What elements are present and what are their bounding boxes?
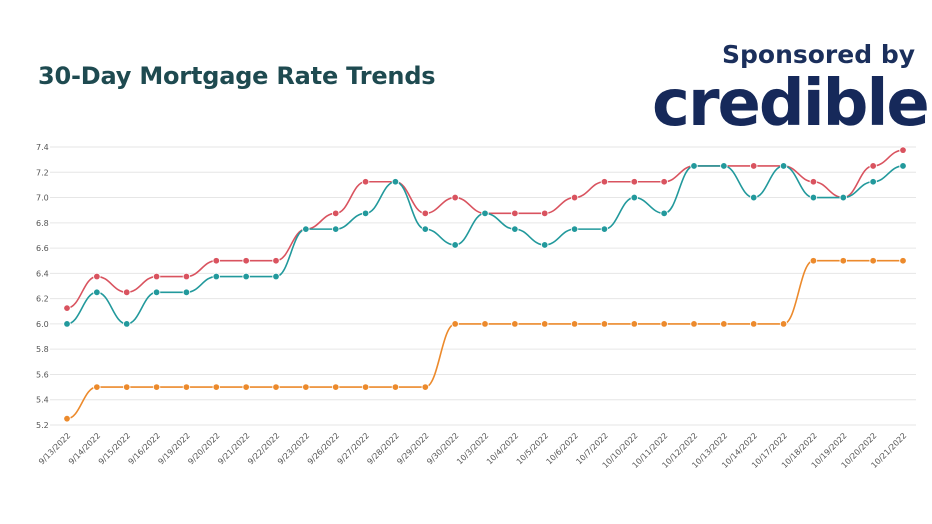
data-point <box>451 241 459 249</box>
data-point <box>332 383 340 391</box>
data-point <box>451 320 459 328</box>
data-point <box>302 225 310 233</box>
data-point <box>152 383 161 391</box>
y-tick-label: 6.0 <box>36 320 49 329</box>
data-point <box>93 288 101 297</box>
data-point <box>869 162 877 170</box>
brand-logo: credible <box>652 67 930 141</box>
data-point <box>660 178 668 186</box>
data-point <box>570 225 579 233</box>
data-point <box>182 383 191 391</box>
data-point <box>272 383 280 391</box>
data-point <box>361 383 370 391</box>
series-line-2 <box>66 259 903 420</box>
data-point <box>600 178 609 186</box>
data-point <box>779 320 788 328</box>
data-point <box>63 304 71 312</box>
data-point <box>242 383 250 391</box>
data-point <box>332 225 340 233</box>
data-point <box>750 193 758 202</box>
data-point <box>481 209 489 218</box>
data-point <box>272 257 280 265</box>
data-point <box>869 257 877 265</box>
y-tick-label: 6.4 <box>36 269 49 278</box>
data-point <box>511 320 519 328</box>
data-point <box>123 320 131 328</box>
data-point <box>600 225 609 233</box>
y-tick-label: 5.6 <box>36 370 49 379</box>
data-point <box>511 209 519 218</box>
data-point <box>272 272 280 281</box>
data-point <box>899 146 907 154</box>
data-point <box>750 162 758 170</box>
data-point <box>361 209 370 218</box>
data-point <box>660 209 668 218</box>
data-point <box>182 272 191 281</box>
y-tick-label: 6.8 <box>36 219 49 228</box>
data-point <box>720 162 728 170</box>
data-point <box>779 162 788 170</box>
data-point <box>869 178 877 186</box>
data-point <box>899 257 907 265</box>
y-tick-label: 7.4 <box>36 143 49 152</box>
data-point <box>630 193 638 202</box>
data-point <box>481 320 489 328</box>
data-point <box>660 320 668 328</box>
data-point <box>630 178 638 186</box>
data-point <box>809 193 818 202</box>
data-point <box>690 320 698 328</box>
data-point <box>839 193 847 202</box>
data-point <box>750 320 758 328</box>
data-point <box>600 320 609 328</box>
data-point <box>182 288 191 297</box>
data-point <box>152 288 161 297</box>
data-point <box>839 257 847 265</box>
data-point <box>332 209 340 218</box>
data-point <box>152 272 161 281</box>
y-tick-label: 7.0 <box>36 194 49 203</box>
data-point <box>541 209 549 218</box>
data-point <box>123 383 131 391</box>
data-point <box>511 225 519 233</box>
data-point <box>630 320 638 328</box>
y-tick-label: 6.2 <box>36 295 49 304</box>
y-tick-label: 5.4 <box>36 396 49 405</box>
data-point <box>541 241 549 249</box>
y-tick-label: 5.8 <box>36 345 49 354</box>
data-point <box>123 288 131 297</box>
data-point <box>242 272 250 281</box>
data-point <box>63 320 71 328</box>
data-point <box>391 383 400 391</box>
data-point <box>93 383 101 391</box>
data-point <box>809 178 818 186</box>
page-title: 30-Day Mortgage Rate Trends <box>38 62 436 90</box>
data-point <box>93 272 101 281</box>
data-point <box>391 178 400 186</box>
data-point <box>541 320 549 328</box>
data-point <box>421 225 429 233</box>
data-point <box>690 162 698 170</box>
data-point <box>212 257 220 265</box>
data-point <box>570 193 579 202</box>
data-point <box>242 257 250 265</box>
data-point <box>809 257 818 265</box>
data-point <box>899 162 907 170</box>
data-point <box>63 414 71 423</box>
y-tick-label: 7.2 <box>36 168 49 177</box>
data-point <box>720 320 728 328</box>
data-point <box>451 193 459 202</box>
sponsor-label: Sponsored by <box>722 40 916 69</box>
data-point <box>421 383 429 391</box>
data-point <box>361 178 370 186</box>
data-point <box>302 383 310 391</box>
series-line-1 <box>66 165 904 325</box>
data-point <box>570 320 579 328</box>
series-line-0 <box>66 149 904 309</box>
data-point <box>212 383 220 391</box>
y-tick-label: 5.2 <box>36 421 49 430</box>
data-point <box>212 272 220 281</box>
y-tick-label: 6.6 <box>36 244 49 253</box>
data-point <box>421 209 429 218</box>
